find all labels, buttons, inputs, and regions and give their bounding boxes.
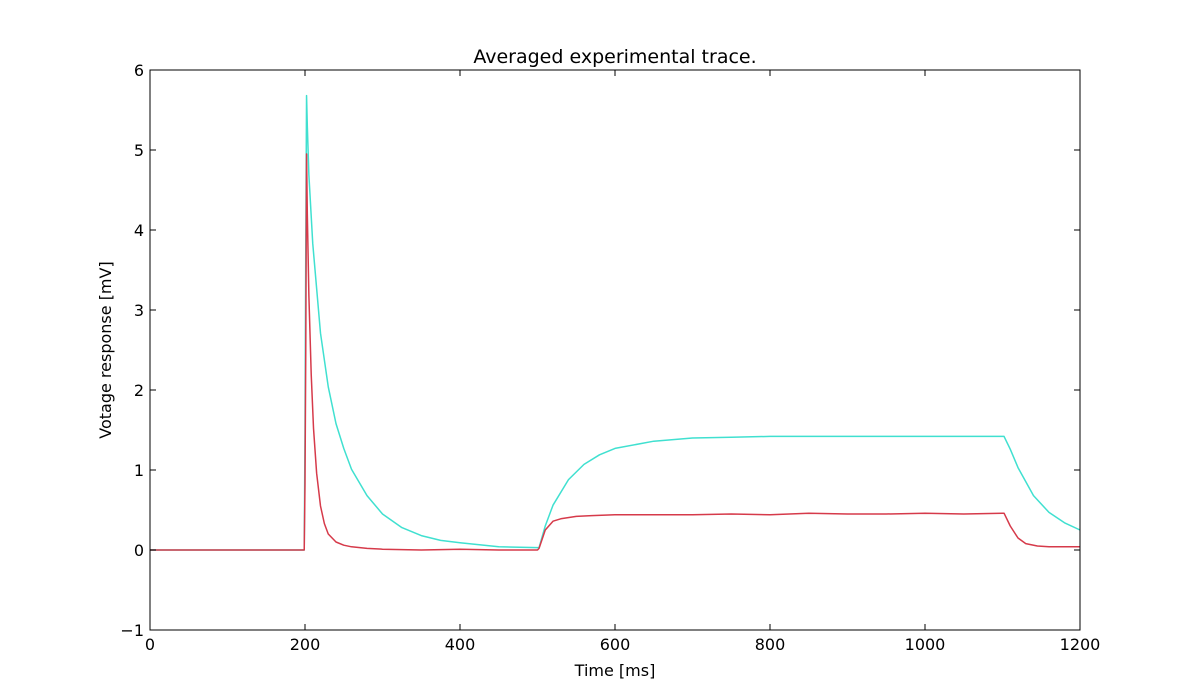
x-tick-label: 400 (445, 635, 476, 654)
series-line-2 (150, 153, 1080, 551)
x-tick-label: 200 (290, 635, 321, 654)
y-axis-title: Votage response [mV] (96, 261, 115, 438)
x-tick-label: 600 (600, 635, 631, 654)
y-tick-label: 3 (134, 301, 144, 320)
y-tick-label: 1 (134, 461, 144, 480)
x-tick-label: 800 (755, 635, 786, 654)
plot-frame (149, 69, 1081, 631)
chart-title: Averaged experimental trace. (473, 46, 756, 68)
plot-area (150, 70, 1080, 630)
y-tick-label: 0 (134, 541, 144, 560)
y-tick-label: 6 (134, 61, 144, 80)
y-tick-label: 5 (134, 141, 144, 160)
y-tick-label: −1 (120, 621, 144, 640)
x-tick-label: 0 (145, 635, 155, 654)
y-tick-label: 4 (134, 221, 144, 240)
series-line-1 (150, 94, 1081, 551)
series-layer (150, 94, 1081, 551)
y-tick-label: 2 (134, 381, 144, 400)
x-tick-label: 1000 (905, 635, 946, 654)
x-tick-label: 1200 (1060, 635, 1101, 654)
x-axis-title: Time [ms] (574, 661, 656, 680)
